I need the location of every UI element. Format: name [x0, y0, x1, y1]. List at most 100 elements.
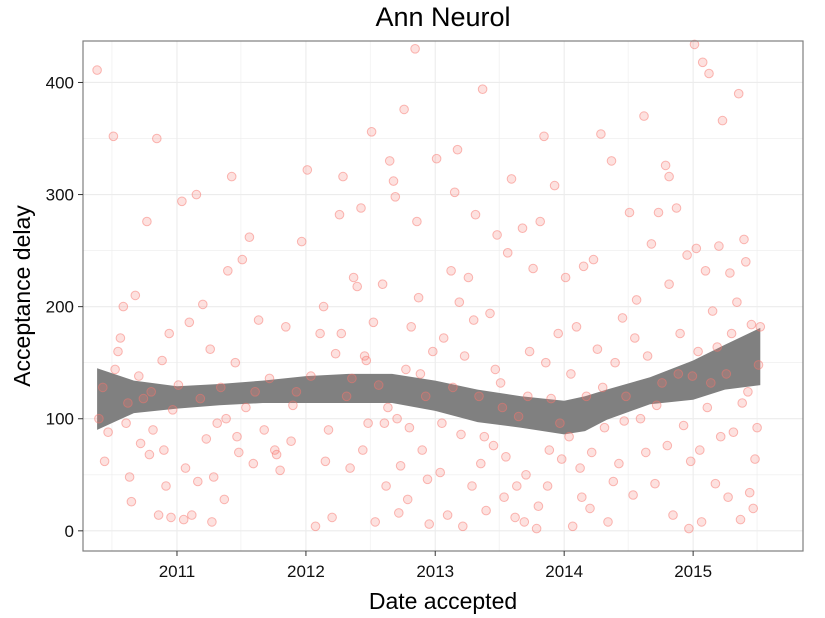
data-point [264, 373, 275, 384]
data-point [567, 521, 578, 532]
data-point [406, 322, 417, 332]
data-point [381, 481, 391, 491]
data-point [521, 470, 531, 480]
data-point [707, 306, 718, 316]
data-point [435, 467, 446, 478]
data-point [135, 438, 146, 449]
data-point [412, 216, 422, 227]
data-point [575, 463, 585, 473]
data-point [510, 512, 520, 523]
data-point [250, 387, 260, 397]
data-point [578, 261, 589, 272]
data-point [212, 418, 222, 429]
data-point [291, 387, 302, 397]
data-point [535, 216, 546, 227]
data-point [599, 422, 610, 433]
data-point [167, 405, 178, 415]
data-point [608, 476, 619, 487]
data-point [533, 501, 544, 512]
data-point [459, 351, 470, 361]
data-point [691, 243, 702, 254]
data-point [379, 418, 390, 429]
data-point [173, 380, 184, 390]
data-point [673, 369, 684, 379]
data-point [327, 512, 337, 523]
data-point [148, 425, 158, 435]
data-point [660, 160, 671, 171]
data-point [392, 413, 402, 424]
data-point [98, 382, 108, 393]
data-point [401, 364, 411, 375]
data-point [492, 230, 502, 240]
data-point [531, 523, 542, 534]
data-point [442, 510, 453, 520]
data-point [624, 207, 635, 218]
data-point [506, 174, 517, 184]
data-point [603, 517, 613, 527]
data-point [732, 297, 742, 308]
data-point [413, 292, 424, 303]
data-point [144, 449, 155, 460]
data-point [735, 514, 746, 525]
data-point [121, 418, 131, 429]
data-point [221, 413, 231, 424]
data-point [230, 357, 241, 368]
data-point [384, 156, 395, 166]
data-point [146, 387, 156, 397]
data-point [318, 301, 329, 312]
data-point [178, 514, 189, 525]
data-point [474, 391, 484, 402]
data-point [592, 344, 603, 355]
data-point [512, 481, 522, 491]
data-point [180, 463, 191, 473]
data-point [743, 387, 753, 397]
data-point [388, 176, 399, 186]
data-point [115, 333, 126, 343]
data-point [420, 391, 431, 402]
data-point [383, 402, 393, 413]
data-point [556, 454, 567, 464]
data-point [517, 223, 528, 233]
data-point [191, 189, 202, 200]
data-point [208, 472, 219, 482]
data-point [728, 427, 739, 438]
y-tick-label: 0 [65, 522, 74, 541]
data-point [721, 369, 732, 379]
data-point [193, 476, 203, 487]
data-point [702, 402, 713, 413]
data-point [678, 420, 689, 431]
smooth-band-layer [97, 327, 761, 435]
data-point [725, 268, 735, 278]
x-tick-label: 2012 [287, 562, 325, 581]
data-point [198, 299, 208, 310]
data-point [653, 207, 664, 218]
data-point [490, 364, 501, 375]
data-point [244, 232, 255, 242]
data-point [619, 416, 630, 426]
data-point [437, 418, 447, 429]
data-point [103, 427, 113, 438]
data-point [184, 317, 195, 328]
data-point [668, 510, 678, 520]
data-point [108, 131, 119, 142]
data-point [642, 351, 653, 361]
data-point [452, 144, 463, 155]
data-point [157, 355, 167, 366]
data-point [741, 257, 751, 267]
data-point [361, 355, 372, 366]
data-point [395, 461, 406, 471]
data-point [345, 463, 355, 473]
data-point [366, 127, 377, 137]
data-point [99, 456, 110, 467]
data-point [134, 371, 144, 381]
data-point [348, 272, 359, 283]
data-point [687, 371, 698, 381]
data-point [347, 373, 357, 384]
data-point [639, 111, 649, 121]
data-point [166, 512, 176, 523]
data-point [650, 478, 660, 489]
data-point [454, 297, 465, 308]
ticks-layer: 0 100 200 300 400 2011 2012 2013 2014 2015 [46, 73, 712, 581]
